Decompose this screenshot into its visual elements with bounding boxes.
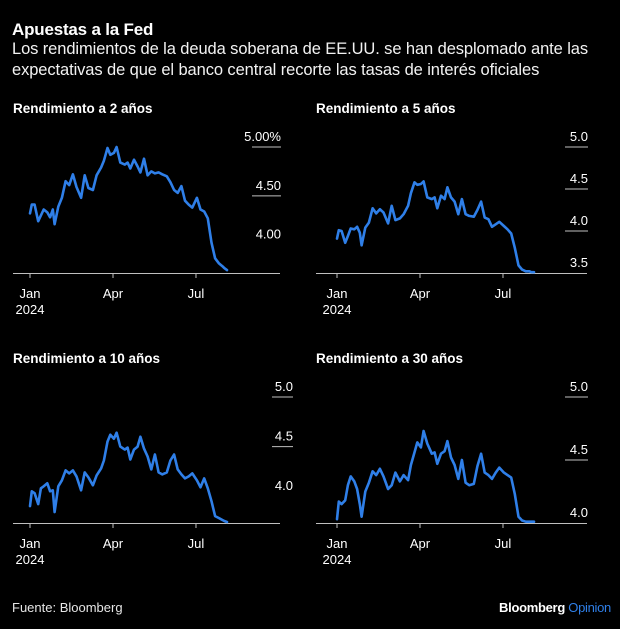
panel-title: Rendimiento a 30 años <box>316 351 464 366</box>
x-tick-label: Apr <box>103 286 124 301</box>
x-tick-label: 2024 <box>323 552 352 567</box>
panel-10y: Rendimiento a 10 años 5.0 4.5 4.0 Jan 2024 Ap… <box>0 351 310 601</box>
panel-30y: Rendimiento a 30 años 5.0 4.5 4.0 Jan 2024 Ap… <box>303 351 613 601</box>
x-tick-label: Jan <box>327 536 348 551</box>
y-tick-label: 4.00 <box>256 227 281 242</box>
y-tick-label: 4.5 <box>275 429 293 444</box>
brand-logo: Bloomberg Opinion <box>499 600 611 615</box>
x-tick-label: 2024 <box>16 302 45 317</box>
y-tick-label: 5.0 <box>570 129 588 144</box>
brand-suffix: Opinion <box>568 600 611 615</box>
source-note: Fuente: Bloomberg <box>12 600 123 615</box>
y-tick-label: 3.5 <box>570 255 588 270</box>
yield-line <box>28 145 229 272</box>
x-tick-label: 2024 <box>16 552 45 567</box>
x-tick-label: Apr <box>103 536 124 551</box>
yield-line <box>28 431 229 524</box>
y-tick-label: 5.00% <box>244 129 281 144</box>
panel-title: Rendimiento a 2 años <box>13 101 153 116</box>
x-tick-label: 2024 <box>323 302 352 317</box>
x-tick-label: Jan <box>20 286 41 301</box>
y-tick-label: 4.50 <box>256 178 281 193</box>
chart-subtitle: Los rendimientos de la deuda soberana de… <box>12 40 588 79</box>
x-tick-label: Jul <box>495 536 512 551</box>
x-tick-label: Jul <box>188 536 205 551</box>
y-tick-label: 4.0 <box>275 478 293 493</box>
x-tick-label: Jul <box>188 286 205 301</box>
chart-title: Apuestas a la Fed <box>12 20 154 39</box>
yield-line <box>335 429 536 523</box>
x-tick-label: Apr <box>410 286 431 301</box>
yield-line <box>335 180 536 274</box>
x-tick-label: Jan <box>327 286 348 301</box>
y-tick-label: 5.0 <box>570 379 588 394</box>
panel-title: Rendimiento a 5 años <box>316 101 456 116</box>
panel-5y: Rendimiento a 5 años 5.0 4.5 4.0 3.5 Jan 2024… <box>303 101 613 351</box>
y-tick-label: 4.5 <box>570 171 588 186</box>
panel-title: Rendimiento a 10 años <box>13 351 161 366</box>
y-tick-label: 4.0 <box>570 213 588 228</box>
x-tick-label: Apr <box>410 536 431 551</box>
x-tick-label: Jan <box>20 536 41 551</box>
brand-name: Bloomberg <box>499 600 565 615</box>
x-tick-label: Jul <box>495 286 512 301</box>
y-tick-label: 5.0 <box>275 379 293 394</box>
panel-2y: Rendimiento a 2 años 5.00% 4.50 4.00 Jan 202… <box>0 101 310 351</box>
y-tick-label: 4.0 <box>570 505 588 520</box>
y-tick-label: 4.5 <box>570 442 588 457</box>
